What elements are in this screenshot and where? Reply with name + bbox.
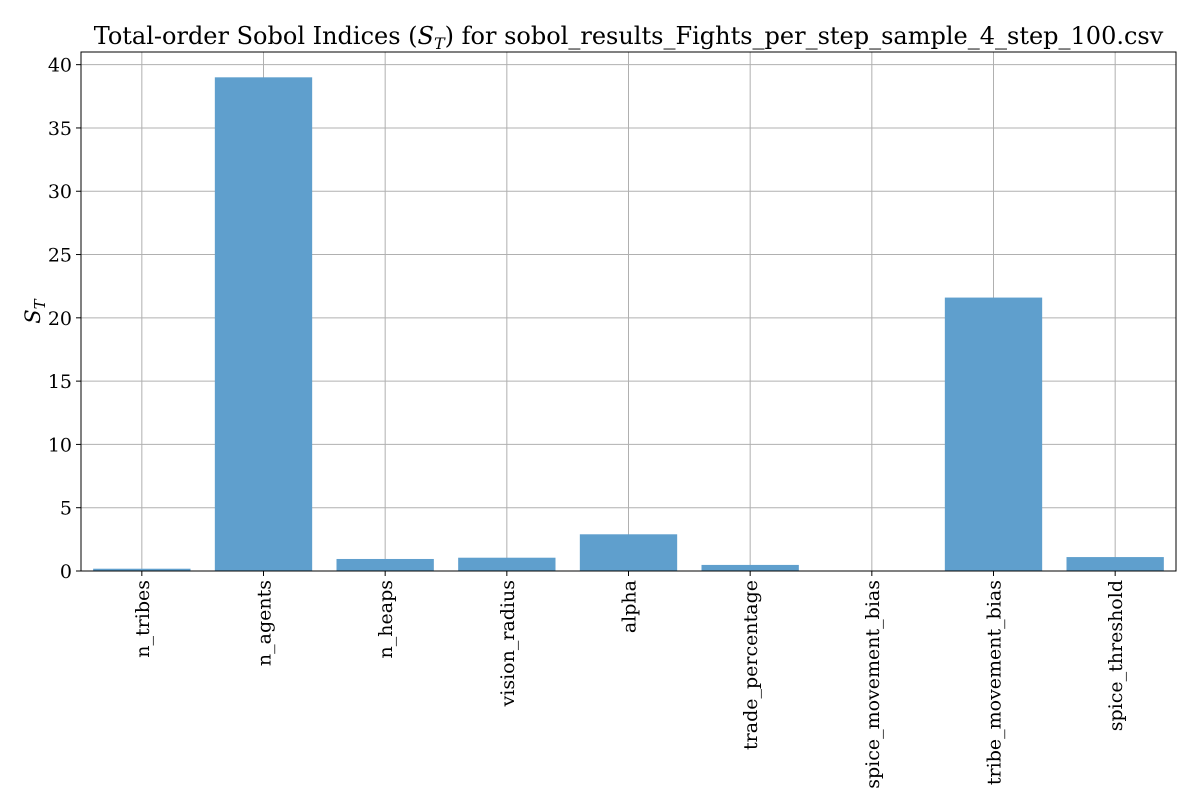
bar-trade-percentage xyxy=(701,564,799,571)
x-tick-label: spice_movement_bias xyxy=(862,580,884,789)
y-tick-label: 0 xyxy=(60,561,72,583)
chart-title-subscript: T xyxy=(434,34,446,53)
y-tick-label: 20 xyxy=(48,308,72,330)
x-tick-label: n_heaps xyxy=(375,580,397,658)
y-tick-label: 35 xyxy=(48,118,72,140)
bar-spice-threshold xyxy=(1066,557,1164,571)
bar-n-tribes xyxy=(93,568,191,571)
bars xyxy=(93,77,1164,571)
bar-alpha xyxy=(579,534,678,571)
x-tick-label: n_tribes xyxy=(132,580,154,658)
y-tick-label: 10 xyxy=(48,434,72,456)
bar-vision-radius xyxy=(458,557,556,571)
y-axis-label-symbol: S xyxy=(21,309,45,323)
x-tick-label: alpha xyxy=(619,580,641,633)
bar-tribe-movement-bias xyxy=(944,297,1043,571)
x-tick-label: spice_threshold xyxy=(1105,580,1127,731)
axes-frame xyxy=(80,51,1177,572)
x-tick-label: n_agents xyxy=(254,580,276,666)
y-tick-label: 30 xyxy=(48,181,72,203)
y-tick-label: 15 xyxy=(48,371,72,393)
x-tick-label: vision_radius xyxy=(497,580,519,707)
bar-n-agents xyxy=(214,77,313,571)
x-axis-ticks: n_tribes n_agents n_heaps vision_radius alph… xyxy=(132,571,1127,789)
y-tick-label: 25 xyxy=(48,245,72,267)
y-tick-label: 40 xyxy=(48,55,72,77)
chart-title-prefix: Total-order Sobol Indices ( xyxy=(94,22,418,50)
y-axis-label: ST xyxy=(21,298,49,323)
chart-title: Total-order Sobol Indices (ST) for sobol… xyxy=(94,22,1164,53)
y-axis-ticks: 0 5 10 15 20 25 30 35 40 xyxy=(48,55,81,583)
x-tick-label: tribe_movement_bias xyxy=(984,580,1006,785)
chart-title-suffix: ) for sobol_results_Fights_per_step_samp… xyxy=(445,22,1164,50)
chart-title-symbol: S xyxy=(418,22,434,50)
bar-n-heaps xyxy=(336,558,434,571)
y-axis-label-subscript: T xyxy=(31,298,49,309)
y-tick-label: 5 xyxy=(60,498,72,520)
x-tick-label: trade_percentage xyxy=(740,580,762,750)
